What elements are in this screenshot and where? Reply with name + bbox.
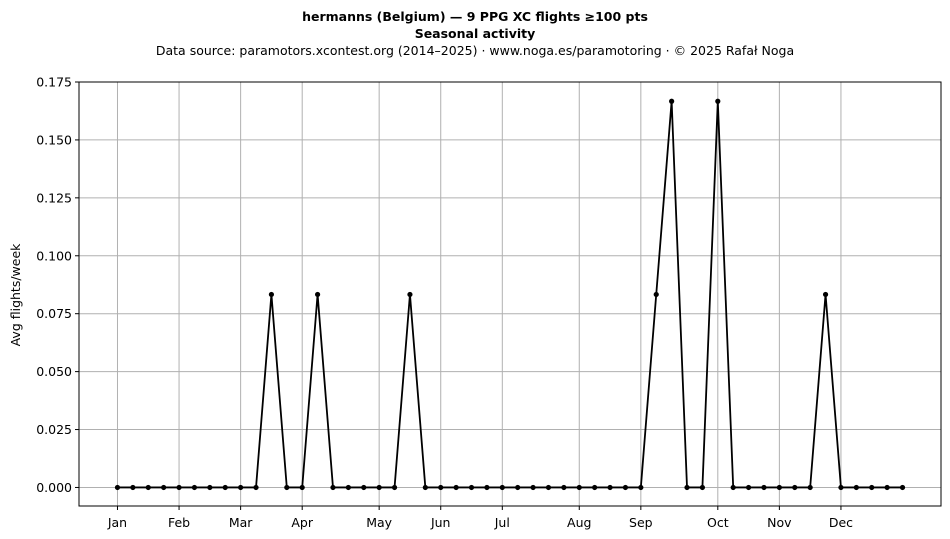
series-line (117, 101, 903, 489)
data-point (114, 484, 121, 491)
data-point (345, 484, 351, 491)
data-point (792, 484, 798, 491)
x-tick-label: Jun (430, 515, 451, 530)
data-point (869, 484, 875, 491)
y-tick-label: 0.175 (36, 75, 72, 90)
plot-area (114, 98, 906, 491)
y-tick-label: 0.050 (36, 364, 72, 379)
data-point (761, 484, 767, 491)
chart-subtitle: Data source: paramotors.xcontest.org (20… (156, 43, 794, 58)
data-point (499, 484, 505, 491)
data-point (161, 484, 167, 491)
x-tick-label: Dec (829, 515, 853, 530)
data-point (238, 484, 244, 491)
x-tick-label: May (366, 515, 392, 530)
data-point (253, 484, 259, 491)
data-point (684, 484, 690, 491)
x-tick-label: Oct (707, 515, 729, 530)
data-point (299, 484, 305, 491)
data-point (484, 484, 490, 491)
plot-frame (78, 81, 942, 507)
x-tick-label: Aug (567, 515, 591, 530)
data-point (561, 484, 567, 491)
data-point (176, 484, 182, 491)
data-point (699, 484, 706, 491)
data-point (622, 484, 629, 491)
data-point (592, 484, 598, 491)
data-point (268, 291, 275, 298)
data-point (715, 98, 721, 104)
data-point (822, 291, 829, 298)
y-tick-label: 0.150 (36, 132, 72, 147)
data-point (391, 484, 398, 491)
data-point (745, 484, 752, 491)
data-point (884, 484, 890, 491)
data-point (838, 484, 844, 491)
y-tick-label: 0.075 (36, 306, 72, 321)
data-point (607, 484, 613, 491)
data-point (145, 484, 151, 491)
x-tick-label: Mar (229, 515, 253, 530)
data-point (130, 484, 136, 491)
data-point (191, 484, 198, 491)
data-point (807, 484, 813, 491)
chart-title: hermanns (Belgium) — 9 PPG XC flights ≥1… (302, 9, 648, 24)
data-point (515, 484, 521, 491)
data-point (638, 484, 644, 491)
x-tick-label: Nov (767, 515, 792, 530)
data-point (376, 484, 382, 491)
data-point (545, 484, 552, 491)
data-point (776, 484, 782, 491)
data-point (314, 291, 321, 298)
y-tick-label: 0.125 (36, 190, 72, 205)
x-tick-label: Jan (107, 515, 127, 530)
chart-title-2: Seasonal activity (415, 26, 536, 41)
data-point (453, 484, 459, 491)
x-tick-label: Jul (494, 515, 510, 530)
x-tick-label: Apr (291, 515, 313, 530)
y-axis-label: Avg flights/week (8, 243, 23, 347)
data-point (669, 98, 675, 104)
data-point (853, 484, 859, 491)
data-point (407, 291, 413, 298)
y-axis: 0.000 0.025 0.050 0.075 0.100 0.125 0.150 0.175 (36, 75, 79, 495)
data-point (576, 484, 582, 491)
y-tick-label: 0.000 (36, 480, 72, 495)
data-point (284, 484, 290, 491)
y-tick-label: 0.100 (36, 248, 72, 263)
x-tick-label: Feb (168, 515, 190, 530)
data-point (653, 291, 659, 298)
data-point (207, 484, 213, 491)
data-point (222, 484, 228, 491)
data-point (330, 484, 336, 491)
grid-lines (79, 81, 941, 506)
data-point (422, 484, 428, 491)
data-point (899, 484, 906, 491)
data-point (530, 484, 536, 491)
data-point (361, 484, 367, 491)
x-axis: Jan Feb Mar Apr May Jun Jul Aug Sep Oct Nov Dec (107, 506, 853, 530)
x-tick-label: Sep (629, 515, 653, 530)
data-point (438, 484, 444, 491)
data-point (468, 484, 475, 491)
data-point (730, 484, 736, 491)
y-tick-label: 0.025 (36, 422, 72, 437)
